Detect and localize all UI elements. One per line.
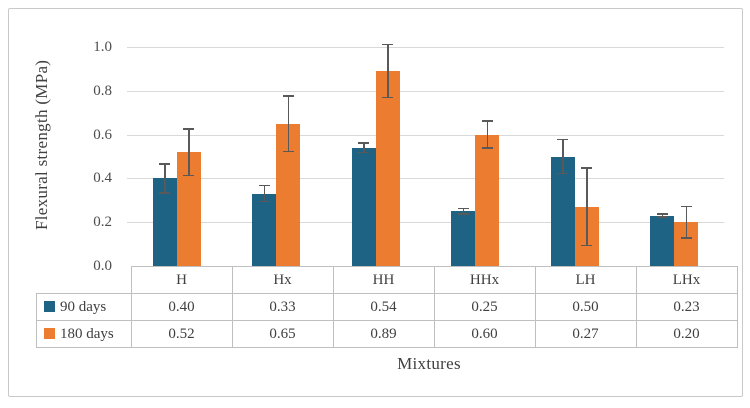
error-bar-stem: [164, 163, 166, 194]
gridline: [127, 90, 724, 92]
error-bar-cap: [282, 150, 294, 153]
table-value-cell: 0.65: [231, 320, 334, 348]
gridline: [127, 47, 724, 48]
error-bar-stem: [586, 167, 588, 247]
bar-90-days-hh: [351, 147, 376, 266]
data-table: H Hx HH HHx LH LHx 90 days 0.40 0.33 0.54 0.25 0.50…: [36, 266, 738, 348]
error-bar-cap: [183, 174, 195, 177]
error-bar-stem: [462, 207, 464, 215]
error-bar-90-days-lh: [557, 138, 569, 174]
y-axis-tick-label: 0.6: [93, 126, 112, 143]
error-bar-180-days-hx: [282, 95, 294, 153]
error-bar-cap: [382, 96, 394, 99]
error-bar-cap: [680, 205, 692, 208]
table-value-cell: 0.20: [635, 320, 738, 348]
bar-90-days-lh: [550, 156, 575, 266]
error-bar-cap: [183, 128, 195, 130]
error-bar-cap: [382, 43, 394, 46]
error-bar-cap: [358, 142, 370, 144]
error-bar-stem: [363, 142, 365, 154]
error-bar-90-days-hh: [358, 142, 370, 154]
error-bar-stem: [287, 95, 289, 153]
y-axis-tick-label: 0.2: [93, 214, 112, 231]
gridline: [127, 134, 724, 136]
table-value-cell: 0.50: [534, 293, 637, 321]
table-column-header: HHx: [433, 266, 536, 294]
x-axis-title: Mixtures: [397, 354, 461, 373]
table-column-header: LHx: [635, 266, 738, 294]
error-bar-90-days-hhx: [457, 207, 469, 215]
error-bar-cap: [656, 216, 668, 218]
error-bar-90-days-h: [159, 163, 171, 194]
table-value-cell: 0.25: [433, 293, 536, 321]
legend-label: 90 days: [60, 298, 107, 315]
error-bar-stem: [387, 43, 389, 99]
bar-90-days-lhx: [650, 215, 675, 266]
table-column-header: HH: [332, 266, 435, 294]
table-value-cell: 0.89: [332, 320, 435, 348]
error-bar-stem: [661, 213, 663, 218]
table-value-cell: 0.27: [534, 320, 637, 348]
error-bar-cap: [581, 167, 593, 169]
error-bar-stem: [486, 120, 488, 149]
table-column-header: Hx: [231, 266, 334, 294]
gridline: [127, 178, 724, 180]
error-bar-stem: [562, 138, 564, 174]
error-bar-cap: [680, 237, 692, 239]
table-value-cell: 0.60: [433, 320, 536, 348]
error-bar-90-days-lhx: [656, 213, 668, 218]
error-bar-cap: [282, 95, 294, 97]
gridline: [127, 222, 724, 224]
legend-swatch-180-days: [44, 327, 55, 339]
legend-item-180-days: 180 days: [36, 320, 132, 348]
bar-90-days-hx: [252, 193, 277, 266]
table-value-cell: 0.33: [231, 293, 334, 321]
table-value-cell: 0.40: [130, 293, 233, 321]
error-bar-cap: [656, 213, 668, 215]
error-bar-cap: [159, 163, 171, 165]
legend-label: 180 days: [60, 325, 114, 342]
y-axis-tick-label: 1.0: [93, 39, 112, 55]
table-column-header: LH: [534, 266, 637, 294]
bar-180-days-hhx: [475, 134, 500, 266]
table-value-cell: 0.52: [130, 320, 233, 348]
bar-90-days-hhx: [451, 211, 476, 266]
error-bar-cap: [557, 172, 569, 174]
error-bar-cap: [557, 138, 569, 141]
error-bar-cap: [258, 184, 270, 187]
table-value-cell: 0.23: [635, 293, 738, 321]
legend-swatch-90-days: [44, 300, 55, 312]
error-bar-cap: [481, 147, 493, 149]
error-bar-180-days-hhx: [481, 120, 493, 149]
y-axis-tick-label: 0.4: [93, 170, 112, 187]
table-value-cell: 0.54: [332, 293, 435, 321]
table-column-header: H: [130, 266, 233, 294]
error-bar-cap: [159, 192, 171, 194]
error-bar-stem: [263, 184, 265, 203]
error-bar-cap: [481, 120, 493, 122]
y-axis-title: Flexural strength (MPa): [32, 59, 51, 231]
error-bar-cap: [457, 213, 469, 215]
error-bar-cap: [581, 244, 593, 247]
error-bar-cap: [258, 200, 270, 203]
legend-item-90-days: 90 days: [36, 293, 132, 321]
y-axis-tick-label: 0.8: [93, 82, 112, 99]
error-bar-90-days-hx: [258, 184, 270, 203]
error-bar-stem: [685, 205, 687, 239]
bar-180-days-hh: [375, 71, 400, 266]
error-bar-cap: [358, 151, 370, 154]
error-bar-180-days-h: [183, 128, 195, 177]
error-bar-180-days-lh: [581, 167, 593, 247]
error-bar-180-days-hh: [382, 43, 394, 99]
error-bar-cap: [457, 207, 469, 210]
error-bar-180-days-lhx: [680, 205, 692, 239]
error-bar-stem: [188, 128, 190, 177]
y-axis-tick-label: 0.0: [93, 258, 112, 274]
